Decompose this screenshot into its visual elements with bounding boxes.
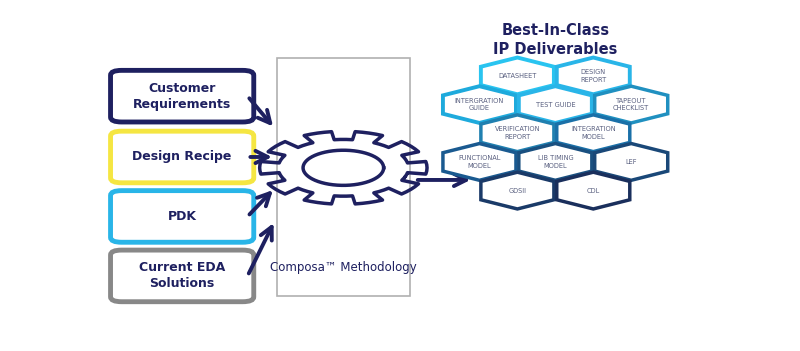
Text: INTERGRATION
GUIDE: INTERGRATION GUIDE — [455, 98, 504, 111]
Text: LEF: LEF — [626, 159, 637, 165]
FancyBboxPatch shape — [110, 250, 254, 302]
Text: Customer
Requirements: Customer Requirements — [133, 82, 231, 111]
Polygon shape — [557, 115, 630, 152]
Polygon shape — [481, 58, 554, 94]
Polygon shape — [594, 86, 668, 123]
Polygon shape — [519, 144, 592, 180]
Text: PDK: PDK — [168, 210, 197, 223]
Text: VERIFICATION
REPORT: VERIFICATION REPORT — [494, 126, 540, 140]
FancyBboxPatch shape — [110, 191, 254, 242]
Text: TAPEOUT
CHECKLIST: TAPEOUT CHECKLIST — [613, 98, 650, 111]
Polygon shape — [481, 115, 554, 152]
Text: Design Recipe: Design Recipe — [133, 151, 232, 164]
Polygon shape — [443, 86, 516, 123]
Text: TEST GUIDE: TEST GUIDE — [535, 101, 575, 107]
Text: CDL: CDL — [586, 187, 600, 194]
Polygon shape — [481, 172, 554, 209]
Polygon shape — [519, 86, 592, 123]
Text: Best-In-Class
IP Deliverables: Best-In-Class IP Deliverables — [493, 23, 618, 57]
FancyBboxPatch shape — [110, 70, 254, 122]
FancyBboxPatch shape — [110, 131, 254, 183]
Polygon shape — [557, 58, 630, 94]
Text: INTEGRATION
MODEL: INTEGRATION MODEL — [571, 126, 615, 140]
Text: GDSII: GDSII — [508, 187, 526, 194]
Text: LIB TIMING
MODEL: LIB TIMING MODEL — [538, 155, 573, 169]
Bar — [277, 58, 410, 296]
Text: DATASHEET: DATASHEET — [498, 73, 537, 79]
Text: Current EDA
Solutions: Current EDA Solutions — [139, 261, 226, 290]
Text: FUNCTIONAL
MODEL: FUNCTIONAL MODEL — [458, 155, 501, 169]
Text: DESIGN
REPORT: DESIGN REPORT — [580, 69, 606, 82]
Polygon shape — [594, 144, 668, 180]
Polygon shape — [443, 144, 516, 180]
Polygon shape — [557, 172, 630, 209]
Text: Composa™ Methodology: Composa™ Methodology — [270, 261, 417, 274]
